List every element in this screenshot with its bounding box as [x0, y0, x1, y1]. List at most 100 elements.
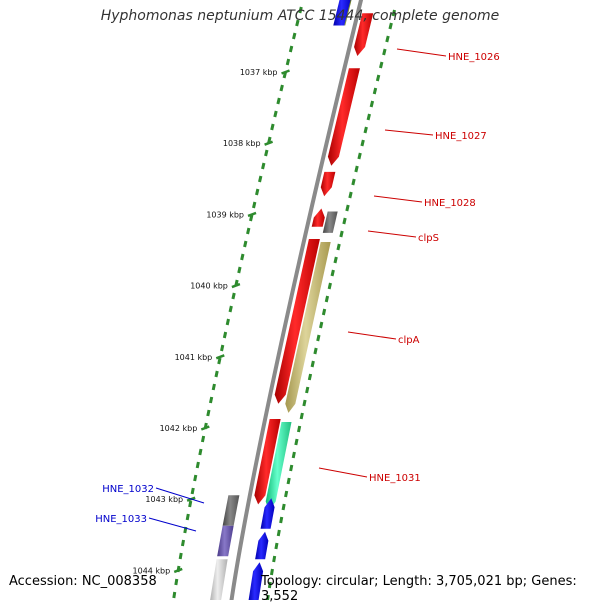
kbp-tick [200, 425, 210, 431]
gene-label-hne-1032[interactable]: HNE_1032 [102, 484, 154, 495]
gc-dot [357, 152, 362, 160]
gc-dot [200, 435, 206, 443]
label-leader [155, 487, 205, 504]
gene-label-hne-1028[interactable]: HNE_1028 [424, 198, 476, 209]
gc-dot [296, 425, 302, 433]
gene-label-clps[interactable]: clpS [418, 233, 439, 244]
gc-content-track [172, 6, 397, 600]
gc-dot [270, 123, 275, 131]
genome-backbone [229, 0, 364, 600]
gc-dot [375, 74, 381, 82]
gc-dot [360, 139, 365, 147]
gc-dot [214, 370, 219, 378]
gc-dot [295, 19, 300, 27]
kbp-label: 1037 kbp [240, 68, 278, 77]
kbp-tick [231, 282, 241, 289]
gc-dot [273, 110, 278, 118]
gc-dot [291, 451, 296, 459]
label-leader [396, 48, 447, 57]
gc-dot [225, 318, 230, 326]
gene-blue-a[interactable] [260, 498, 275, 529]
gene-red-lower-inner[interactable] [254, 418, 281, 505]
gene-hne-1026[interactable] [354, 13, 374, 57]
gc-dot [180, 539, 186, 547]
gene-label-hne-1026[interactable]: HNE_1026 [448, 52, 500, 63]
kbp-label: 1041 kbp [175, 353, 213, 362]
gc-dot [178, 552, 183, 560]
gc-dot [276, 529, 281, 537]
gc-dot [258, 175, 263, 183]
gc-dot [246, 227, 251, 235]
gene-light-grey-bottom[interactable] [209, 559, 228, 600]
gc-dot [391, 9, 397, 17]
gene-hne-1031[interactable] [265, 422, 292, 511]
gc-dot [298, 6, 303, 14]
kbp-label: 1040 kbp [190, 282, 228, 291]
kbp-label: 1042 kbp [160, 424, 198, 433]
kbp-label: 1044 kbp [133, 566, 171, 575]
gc-dot [319, 321, 324, 329]
gene-label-clpa[interactable]: clpA [398, 335, 420, 346]
gene-hne-1027[interactable] [327, 68, 360, 166]
gc-dot [228, 305, 233, 313]
gc-dot [363, 126, 368, 134]
gene-clpa[interactable] [285, 242, 331, 413]
gc-dot [243, 240, 248, 248]
gc-dot [237, 266, 242, 274]
gene-hne-1033[interactable] [217, 525, 234, 557]
gc-dot [279, 516, 284, 524]
gene-blue-top-feature[interactable] [333, 0, 351, 26]
gc-dot [354, 165, 359, 173]
gc-dot [321, 308, 327, 316]
gc-dot [220, 344, 225, 352]
kbp-label: 1038 kbp [223, 139, 261, 148]
gc-dot [240, 253, 245, 261]
kbp-tick [281, 69, 290, 75]
label-leader [347, 331, 397, 340]
gene-labels: HNE_1026 HNE_1027 HNE_1028 clpS clpA HNE_1031… [95, 52, 500, 525]
gc-dot [255, 188, 260, 196]
gene-hne-1028[interactable] [320, 171, 336, 197]
gc-dot [269, 568, 274, 576]
gene-red-long-inner[interactable] [274, 239, 320, 404]
gc-dot [385, 35, 390, 43]
gene-features [209, 0, 374, 600]
kbp-labels: 1037 kbp 1038 kbp 1039 kbp 1040 kbp 1041 kbp… [133, 68, 278, 575]
gc-dot [305, 386, 310, 394]
gene-hne-1032[interactable] [222, 495, 240, 526]
gc-dot [208, 396, 214, 404]
kbp-tick [215, 354, 225, 360]
gc-dot [185, 513, 190, 521]
gc-dot [299, 412, 304, 420]
gc-dot [345, 204, 350, 212]
gc-dot [292, 32, 297, 40]
gc-dot [327, 282, 332, 290]
gene-label-hne-1027[interactable]: HNE_1027 [435, 131, 487, 142]
gene-blue-b[interactable] [255, 531, 269, 560]
kbp-label: 1039 kbp [206, 210, 244, 219]
gc-dot [284, 490, 289, 498]
gc-dot [211, 383, 216, 391]
gene-label-hne-1033[interactable]: HNE_1033 [95, 514, 147, 525]
gc-dot [333, 256, 338, 264]
gc-dot [285, 58, 291, 66]
gene-red-before-clps[interactable] [311, 208, 325, 227]
gc-dot [382, 48, 387, 56]
gene-clps[interactable] [322, 211, 338, 233]
gc-dot [272, 555, 277, 563]
label-leader [367, 230, 417, 238]
gc-dot [369, 100, 375, 108]
gene-label-leaders [148, 48, 447, 532]
gc-dot [330, 269, 335, 277]
gc-dot [188, 500, 193, 508]
gc-dot [342, 217, 347, 225]
gene-blue-c[interactable] [248, 562, 264, 600]
gc-dot [336, 243, 341, 251]
gc-dot [302, 399, 307, 407]
label-leader [318, 467, 368, 478]
gc-dot [307, 373, 313, 381]
gc-dot [288, 45, 294, 53]
kbp-tick [247, 211, 257, 218]
gene-label-hne-1031[interactable]: HNE_1031 [369, 473, 421, 484]
